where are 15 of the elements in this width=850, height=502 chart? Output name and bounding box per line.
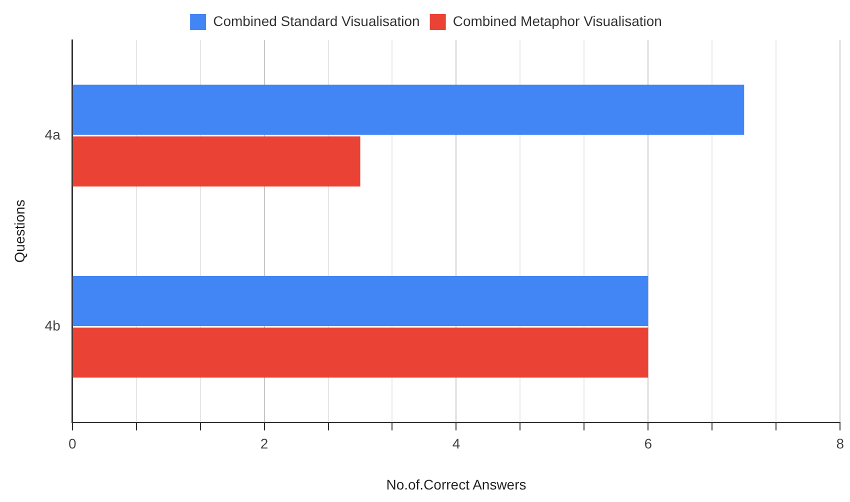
y-tick-label: 4a	[44, 126, 61, 142]
bar	[72, 84, 744, 135]
legend-label: Combined Standard Visualisation	[213, 12, 420, 29]
x-tick-label: 0	[68, 436, 76, 452]
x-tick-label: 6	[644, 436, 652, 452]
x-tick-label: 8	[836, 436, 844, 452]
x-axis-title: No.of.Correct Answers	[386, 476, 526, 492]
legend-label: Combined Metaphor Visualisation	[452, 12, 662, 29]
y-tick-label: 4b	[44, 318, 61, 334]
x-tick-label: 2	[260, 436, 268, 452]
bar	[72, 328, 648, 378]
bar	[72, 136, 360, 186]
x-tick-label: 4	[452, 436, 460, 452]
bar	[72, 276, 648, 326]
y-axis-title: Questions	[11, 200, 28, 263]
